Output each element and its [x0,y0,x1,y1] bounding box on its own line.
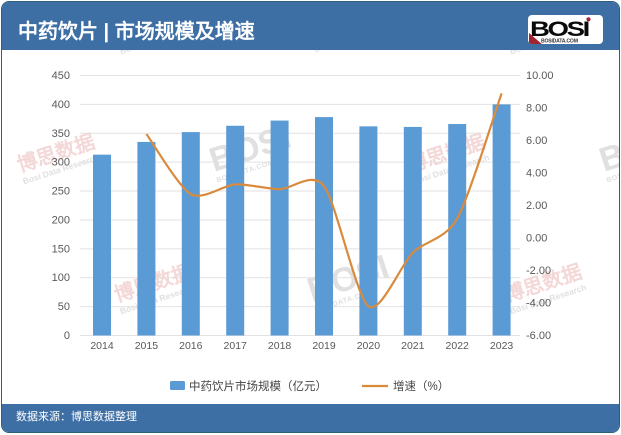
svg-text:2021: 2021 [401,340,425,352]
svg-text:400: 400 [52,99,70,111]
svg-text:2022: 2022 [446,340,470,352]
svg-text:200: 200 [52,214,70,226]
svg-text:BOSI: BOSI [2,248,4,310]
svg-text:250: 250 [52,186,70,198]
svg-text:-6.00: -6.00 [526,330,551,342]
svg-text:中药饮片市场规模（亿元）: 中药饮片市场规模（亿元） [189,379,327,393]
svg-text:2016: 2016 [179,340,203,352]
svg-text:8.00: 8.00 [526,103,547,115]
svg-text:2019: 2019 [312,340,336,352]
svg-text:100: 100 [52,272,70,284]
svg-text:300: 300 [52,157,70,169]
svg-text:50: 50 [58,301,70,313]
svg-text:6.00: 6.00 [526,135,547,147]
svg-text:450: 450 [52,70,70,82]
svg-text:BOSI: BOSI [595,118,620,180]
svg-text:2.00: 2.00 [526,200,547,212]
svg-text:2014: 2014 [90,340,114,352]
svg-text:2018: 2018 [268,340,292,352]
svg-text:2020: 2020 [357,340,381,352]
svg-text:BOSIDATA.COM: BOSIDATA.COM [541,38,578,44]
svg-text:增速（%）: 增速（%） [393,379,449,393]
svg-text:350: 350 [52,128,70,140]
svg-text:10.00: 10.00 [526,70,554,82]
svg-text:4.00: 4.00 [526,168,547,180]
svg-text:0: 0 [64,330,70,342]
svg-text:150: 150 [52,243,70,255]
svg-text:2015: 2015 [135,340,159,352]
svg-text:0.00: 0.00 [526,233,547,245]
svg-text:-2.00: -2.00 [526,265,551,277]
svg-text:2023: 2023 [490,340,514,352]
svg-text:-4.00: -4.00 [526,298,551,310]
svg-text:2017: 2017 [224,340,248,352]
